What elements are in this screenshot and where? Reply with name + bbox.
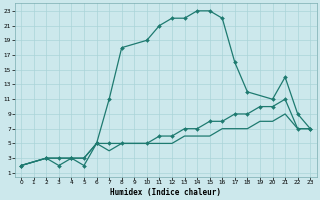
X-axis label: Humidex (Indice chaleur): Humidex (Indice chaleur)	[110, 188, 221, 197]
